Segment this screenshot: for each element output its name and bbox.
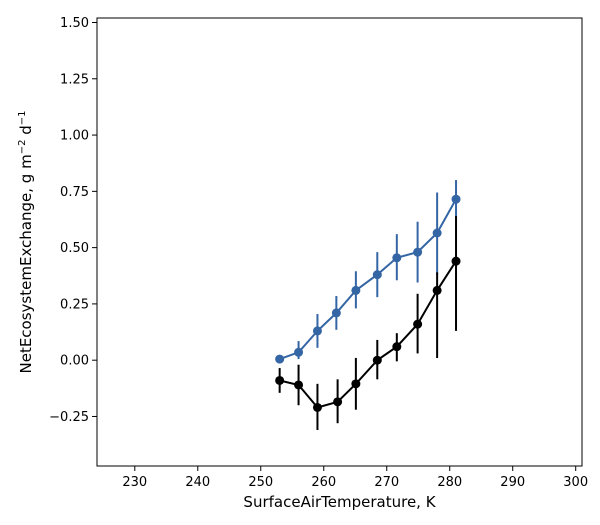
y-tick-label: 1.25 [60, 72, 89, 87]
y-tick-label: 0.25 [60, 297, 89, 312]
data-point [331, 308, 341, 318]
data-point [432, 285, 442, 295]
data-point [451, 194, 461, 204]
data-point [413, 319, 423, 329]
data-point [275, 354, 285, 364]
y-tick-label: 0.00 [60, 354, 89, 369]
y-tick-label: 0.50 [60, 241, 89, 256]
series-line [279, 260, 457, 409]
data-point [392, 342, 402, 352]
x-tick-label: 280 [437, 475, 462, 490]
y-tick-label: 0.75 [60, 185, 89, 200]
y-axis-ticks: −0.25 0.00 0.25 0.50 0.75 1.00 1.25 1.50 [49, 16, 97, 425]
plot-frame [96, 17, 583, 467]
y-tick-label: 1.50 [60, 16, 89, 31]
data-point [333, 397, 343, 407]
y-axis-label: NetEcosystemExchange, g m−2 d−1 [17, 111, 35, 374]
data-point [275, 375, 285, 385]
x-tick-label: 250 [248, 475, 273, 490]
y-tick-label: 1.00 [60, 129, 89, 144]
x-tick-label: 270 [374, 475, 399, 490]
x-axis-label: SurfaceAirTemperature, K [243, 493, 436, 511]
data-point [312, 326, 322, 336]
y-axis-label-unit: d [17, 125, 35, 139]
y-tick-label: −0.25 [49, 410, 89, 425]
x-tick-label: 290 [500, 475, 525, 490]
data-point [294, 347, 304, 357]
series-line [279, 198, 457, 361]
x-axis-ticks: 230 240 250 260 270 280 290 300 [122, 466, 588, 490]
data-point [432, 228, 442, 238]
data-point [392, 253, 402, 263]
data-point [451, 256, 461, 266]
x-tick-label: 300 [563, 475, 588, 490]
x-tick-label: 260 [311, 475, 336, 490]
y-axis-label-main: NetEcosystemExchange, g m [17, 154, 35, 373]
data-point [294, 380, 304, 390]
series-1 [275, 180, 461, 364]
series-group [275, 180, 461, 430]
x-tick-label: 230 [122, 475, 147, 490]
y-axis-label-exp2: −1 [17, 111, 28, 126]
data-point [351, 285, 361, 295]
data-point [312, 402, 322, 412]
data-point [351, 379, 361, 389]
data-point [413, 247, 423, 257]
series-2 [275, 216, 461, 430]
y-axis-label-exp1: −2 [17, 140, 28, 155]
data-point [372, 270, 382, 280]
x-tick-label: 240 [185, 475, 210, 490]
data-point [372, 355, 382, 365]
